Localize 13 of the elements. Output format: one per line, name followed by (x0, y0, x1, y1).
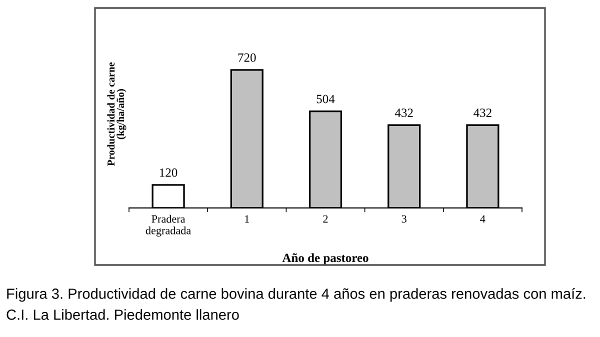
data-label: 120 (160, 168, 178, 177)
data-label: 720 (238, 53, 256, 62)
data-label: 432 (474, 108, 492, 118)
x-tick-label: Pradera degradada (146, 214, 191, 237)
x-axis-title: Año de pastoreo (282, 253, 368, 265)
text: Figura 3. Productividad de carne bovina durante 4 años en praderas renovadas con maíz. C.I. La Libertad. Piedemonte llanero (6, 288, 586, 320)
x-tick-label: 1 (245, 215, 250, 223)
y-axis-title: Productividad de carne (kg/ha/año) (107, 62, 126, 166)
data-label: 432 (394, 108, 413, 118)
x-tick-label: 3 (402, 215, 406, 223)
x-tick-label: 2 (323, 215, 328, 223)
x-tick-label: 4 (480, 215, 486, 223)
data-label: 504 (316, 94, 335, 104)
